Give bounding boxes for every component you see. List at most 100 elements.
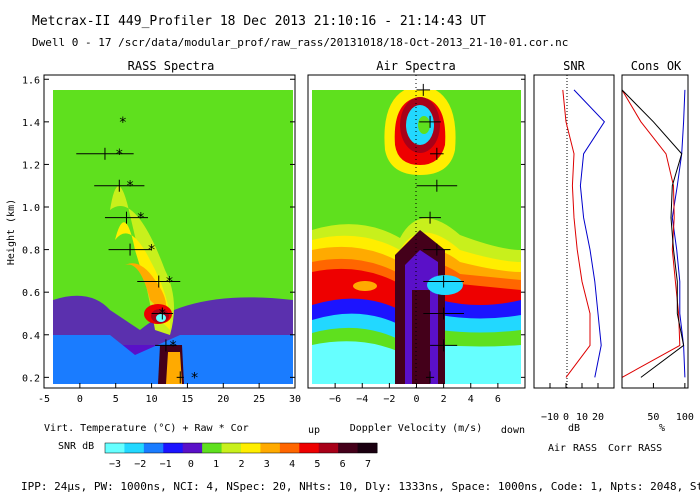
temperature-axis: -5 0 5 10 15 20 25 30 — [38, 383, 301, 405]
cons-line-corr-rass — [621, 89, 685, 378]
footer-parameters: IPP: 24µs, PW: 1000ns, NCI: 4, NSpec: 20… — [21, 480, 700, 493]
corrected-temperature-marker: * — [169, 338, 177, 354]
velocity-tick-label: 4 — [468, 394, 474, 405]
height-tick-label: 1.0 — [22, 203, 40, 214]
snr-tick-label: 20 — [592, 412, 604, 423]
height-tick-label: 0.6 — [22, 288, 40, 299]
air-heat-lobe — [427, 275, 463, 295]
corrected-temperature-marker: * — [147, 243, 155, 259]
rass-heat-plume — [125, 263, 167, 315]
air-panel-title: Air Spectra — [376, 59, 455, 73]
rass-spectra-panel: RASS Spectra ********* 0.2 0.4 0.6 0.8 1.0 1.… — [6, 59, 525, 434]
corrected-temperature-marker: * — [119, 115, 127, 131]
snr-panel-title: SNR — [563, 59, 585, 73]
cons-line-air — [671, 89, 686, 378]
colorbar-tick-label: 2 — [238, 459, 244, 470]
temperature-tick-label: 20 — [217, 394, 229, 405]
velocity-tick-label: 2 — [441, 394, 447, 405]
colorbar-swatch — [163, 443, 184, 453]
colorbar-tick-label: 1 — [213, 459, 219, 470]
snr-tick-label: −10 — [541, 412, 559, 423]
velocity-axis: −6 −4 −2 0 2 4 6 — [329, 383, 501, 405]
colorbar-tick-label: −1 — [160, 459, 172, 470]
temperature-tick-label: 10 — [146, 394, 158, 405]
cons-frame — [621, 74, 689, 389]
snr-axis-label: dB — [568, 423, 580, 434]
snr-tick-label: 10 — [576, 412, 588, 423]
rass-heat-core — [166, 352, 182, 384]
velocity-tick-label: −4 — [356, 394, 368, 405]
velocity-axis-up-label: up — [308, 425, 320, 436]
header-line-1: Metcrax-II 449_Profiler 18 Dec 2013 21:1… — [32, 14, 486, 29]
colorbar-label: SNR dB — [58, 441, 94, 452]
colorbar-tick-label: 6 — [340, 459, 346, 470]
colorbar-swatch — [105, 443, 125, 453]
colorbar-tick-label: −3 — [109, 459, 121, 470]
cons-tick-label: 50 — [647, 412, 659, 423]
header-line-2: Dwell 0 - 17 /scr/data/modular_prof/raw_… — [32, 36, 568, 49]
velocity-tick-label: −2 — [383, 394, 395, 405]
colorbar-swatch — [143, 443, 164, 453]
cons-tick-label: 100 — [676, 412, 694, 423]
velocity-tick-label: 0 — [413, 394, 419, 405]
velocity-axis-down-label: down — [501, 425, 525, 436]
colorbar-tick-label: 4 — [289, 459, 295, 470]
temperature-tick-label: 5 — [113, 394, 119, 405]
colorbar-tick-label: 3 — [264, 459, 270, 470]
rass-profile-points: ********* — [76, 115, 199, 386]
snr-axis: −10 0 10 20 — [541, 383, 604, 423]
rass-frame — [43, 74, 296, 389]
cons-line-rass — [621, 89, 681, 378]
colorbar-swatch — [299, 443, 320, 453]
colorbar-swatch — [202, 443, 223, 453]
corrected-temperature-marker: * — [137, 211, 145, 227]
height-tick-label: 0.8 — [22, 246, 40, 257]
cons-ok-panel: Cons OK 50 100 % — [621, 59, 694, 434]
colorbar-tick-label: 5 — [314, 459, 320, 470]
colorbar-swatch — [318, 443, 339, 453]
air-spectra-panel: Air Spectra −6 −4 −2 0 2 4 6 up Doppler Veloci… — [307, 59, 526, 436]
colorbar-swatch — [338, 443, 359, 453]
air-heat-lobe — [418, 116, 430, 134]
colorbar-swatch — [357, 443, 378, 453]
snr-panel: SNR −10 0 10 20 dB Air RASS Corr RASS — [533, 59, 662, 454]
legend-corr-rass: Corr RASS — [608, 443, 662, 454]
height-tick-label: 0.4 — [22, 331, 40, 342]
colorbar-swatch — [279, 443, 300, 453]
rass-heat-core — [156, 314, 166, 322]
snr-frame — [533, 74, 615, 389]
corrected-temperature-marker: * — [165, 275, 173, 291]
snr-line-air — [573, 89, 606, 378]
temperature-tick-label: 30 — [289, 394, 301, 405]
corrected-temperature-marker: * — [190, 370, 198, 386]
colorbar-tick-label: −2 — [134, 459, 146, 470]
velocity-axis-label: Doppler Velocity (m/s) — [350, 423, 482, 434]
colorbar-swatch — [260, 443, 281, 453]
height-tick-label: 0.2 — [22, 373, 40, 384]
corrected-temperature-marker: * — [158, 306, 166, 322]
snr-tick-label: 0 — [563, 412, 569, 423]
snr-line-rass — [562, 89, 591, 378]
height-axis-label: Height (km) — [6, 199, 17, 265]
cons-panel-title: Cons OK — [631, 59, 682, 73]
air-heat-column — [412, 290, 430, 384]
temperature-axis-label: Virt. Temperature (°C) + Raw * Cor — [44, 423, 249, 434]
temperature-tick-label: 15 — [181, 394, 193, 405]
legend-air: Air — [548, 443, 566, 454]
colorbar-swatch — [182, 443, 203, 453]
height-tick-label: 1.2 — [22, 160, 40, 171]
colorbar-swatch — [221, 443, 242, 453]
rass-panel-title: RASS Spectra — [128, 59, 215, 73]
colorbar-outline — [104, 442, 378, 454]
cons-axis: 50 100 — [647, 383, 694, 423]
height-tick-label: 1.4 — [22, 118, 40, 129]
legend-rass: RASS — [573, 443, 597, 454]
rass-heatmap — [53, 90, 293, 384]
corrected-temperature-marker: * — [115, 147, 123, 163]
cons-profiles — [621, 89, 686, 378]
temperature-tick-label: 0 — [77, 394, 83, 405]
colorbar-swatch — [124, 443, 145, 453]
colorbar-swatch — [241, 443, 261, 453]
